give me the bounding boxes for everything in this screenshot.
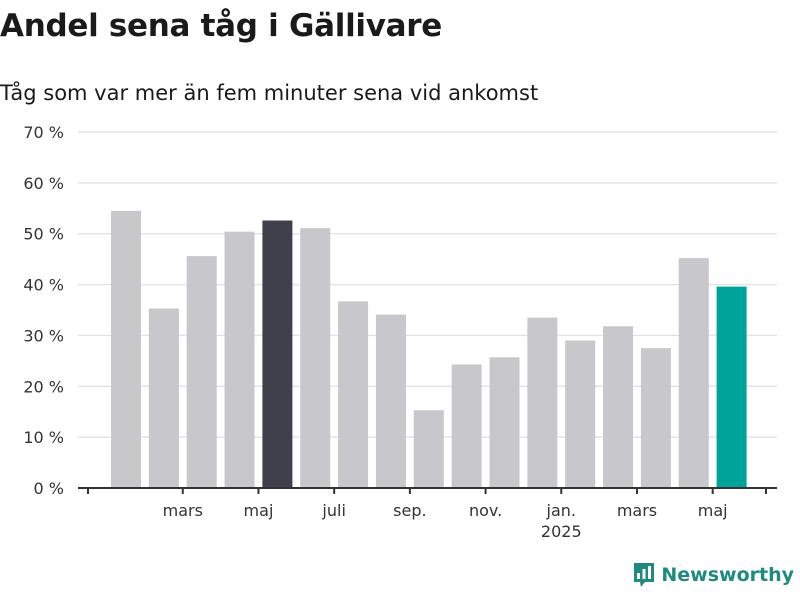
y-tick-label: 20 % <box>23 377 64 396</box>
bar-8 <box>375 314 406 488</box>
bars <box>111 210 747 489</box>
bar-16 <box>678 258 709 488</box>
bar-2 <box>148 308 179 488</box>
x-tick-label: maj <box>244 501 274 520</box>
chart-subtitle: Tåg som var mer än fem minuter sena vid … <box>0 81 539 105</box>
brand-name: Newsworthy <box>661 564 794 586</box>
x-axis: mars maj juli sep. nov. jan. 2025 mars maj <box>78 487 777 541</box>
bar-17 <box>716 286 747 488</box>
bar-4 <box>224 231 255 488</box>
bar-14 <box>603 326 634 488</box>
bar-9 <box>413 410 444 488</box>
y-tick-label: 10 % <box>23 428 64 447</box>
chart-title: Andel sena tåg i Gällivare <box>0 8 442 44</box>
x-tick-label: juli <box>321 501 345 520</box>
y-tick-label: 60 % <box>23 174 64 193</box>
bar-10 <box>451 364 482 488</box>
y-tick-label: 70 % <box>23 123 64 142</box>
grid-lines <box>78 131 777 438</box>
bar-5 <box>262 220 293 488</box>
x-tick-label: maj <box>698 501 728 520</box>
x-tick-label: jan. <box>546 501 576 520</box>
y-tick-label: 0 % <box>34 479 64 498</box>
brand-logo[interactable]: Newsworthy <box>633 562 794 588</box>
y-tick-label: 40 % <box>23 276 64 295</box>
newsworthy-logo-icon <box>633 562 655 588</box>
bar-1 <box>111 210 141 489</box>
bar-7 <box>338 301 369 488</box>
bar-13 <box>565 340 596 488</box>
x-tick-label: nov. <box>469 501 502 520</box>
bar-12 <box>527 317 558 488</box>
bar-3 <box>186 256 217 488</box>
bar-6 <box>300 228 331 488</box>
bar-15 <box>640 348 671 488</box>
x-tick-label: mars <box>163 501 203 520</box>
y-axis-ticks: 0 % 10 % 20 % 30 % 40 % 50 % 60 % 70 % <box>23 123 64 498</box>
x-tick-label: mars <box>617 501 657 520</box>
bar-11 <box>489 357 520 488</box>
x-tick-sublabel: 2025 <box>541 522 582 541</box>
y-tick-label: 50 % <box>23 225 64 244</box>
y-tick-label: 30 % <box>23 326 64 345</box>
x-tick-label: sep. <box>393 501 426 520</box>
